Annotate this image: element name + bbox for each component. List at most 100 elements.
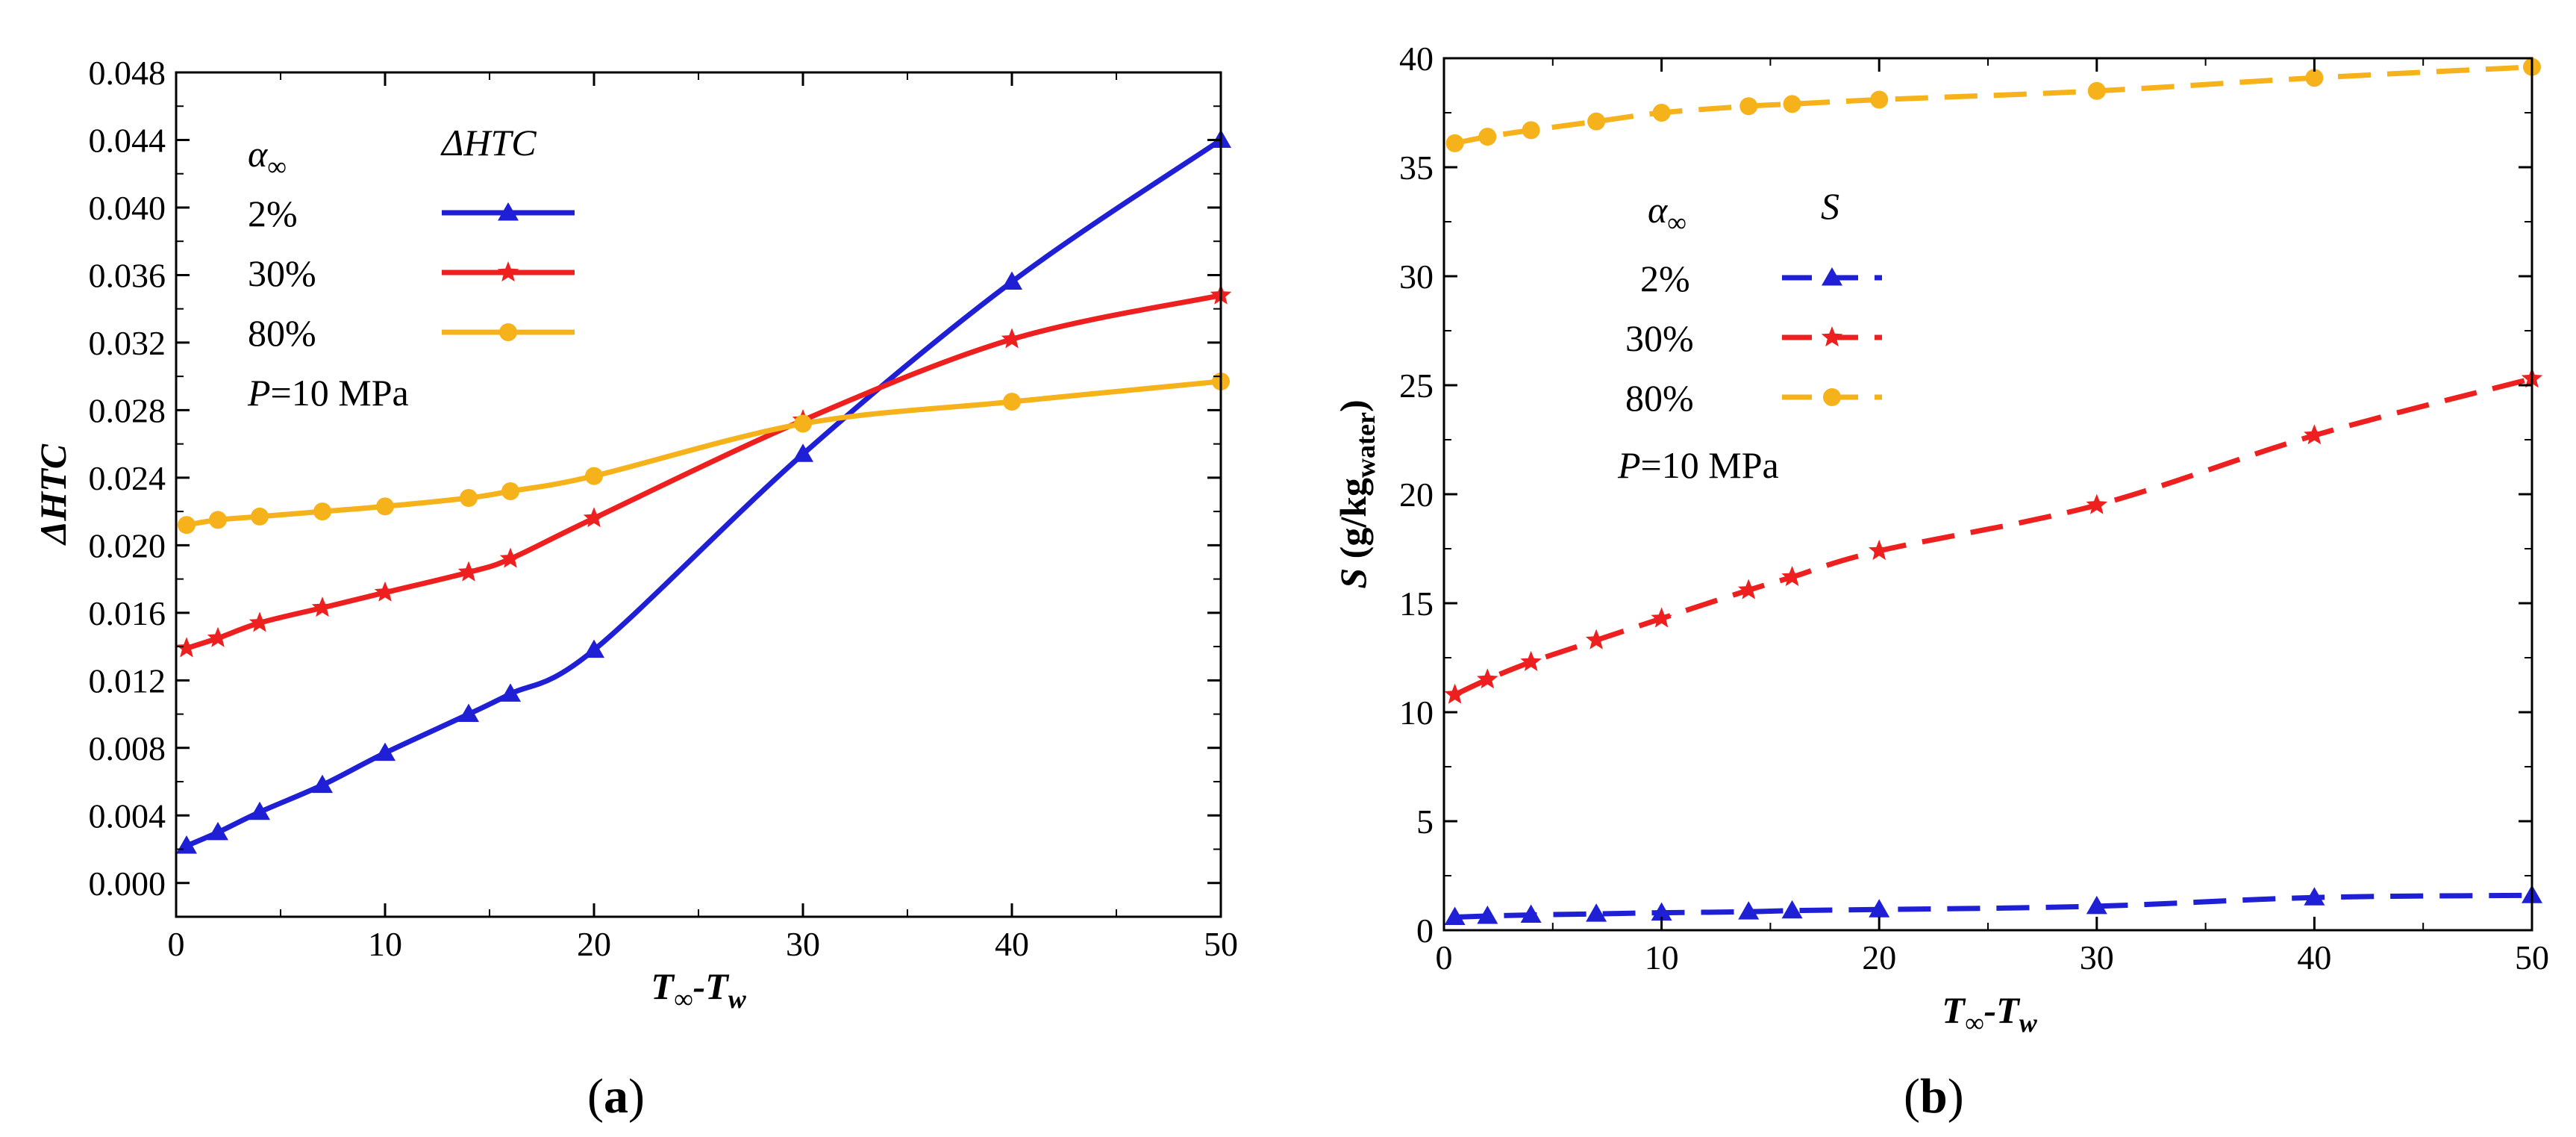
panel-a-data-point-80% [376,497,394,516]
panel-a-x-tick-label: 20 [577,925,611,963]
panel-a-legend-swatch-marker-30% [497,261,519,282]
panel-b-y-tick-label: 20 [1399,476,1434,514]
panel-a-y-tick-label: 0.004 [89,797,166,835]
panel-b-legend-swatch-marker-30% [1821,326,1843,347]
panel-a-data-point-2% [207,821,228,841]
panel-b-data-point-30% [1738,579,1760,599]
panel-a-legend-entry-label: 2% [248,193,298,234]
panel-b-data-point-80% [1652,104,1671,122]
panel-b-data-point-80% [1522,121,1540,140]
panel-b-data-point-80% [1587,112,1606,131]
panel-a-data-point-2% [1001,271,1022,290]
panel-b-x-tick-label: 50 [2515,938,2549,976]
panel-a-data-point-30% [207,626,229,647]
panel-a-data-point-80% [178,516,196,535]
panel-a-legend-swatch-marker-2% [498,202,519,221]
panel-a-data-point-2% [375,742,396,761]
panel-a-legend-swatches [442,202,575,341]
panel-a-y-tick-label: 0.012 [89,661,166,700]
panel-a-data-point-80% [209,511,227,529]
panel-a-data-point-80% [501,482,519,500]
panel-b-y-tick-label: 15 [1399,585,1434,623]
panel-b-data-point-30% [1781,566,1803,587]
panel-b-y-tick-label: 5 [1416,803,1434,841]
panel-b-legend-entry-label: 30% [1625,317,1694,359]
panel-b-data-point-2% [1444,906,1466,925]
panel-b-data-point-80% [1478,128,1497,146]
panel-b-series-line-2% [1454,892,2533,920]
panel-a-series-line-30% [185,293,1222,651]
panel-a-data-point-30% [374,581,396,602]
panel-b-data-point-30% [2304,424,2325,445]
panel-b-y-tick-label: 25 [1399,367,1434,405]
panel-a-data-point-80% [460,489,478,508]
panel-a-x-tick-label: 0 [168,925,185,963]
panel-a-chart: 0 10 20 30 40 50 0.000 0.004 0.008 0.012 0.016 0.02… [32,54,1238,1124]
panel-b-y-tick-label: 30 [1399,258,1434,296]
panel-a-label: (a) [587,1069,645,1124]
panel-a-data-point-2% [312,774,333,794]
panel-a-data-point-80% [794,414,812,433]
panel-a-y-tick-label: 0.036 [89,256,166,294]
panel-b-data-point-80% [1739,97,1758,116]
panel-b-data-point-2% [1869,899,1890,918]
panel-b-legend-swatch-marker-80% [1823,388,1841,406]
panel-b-legend-entry-label: 80% [1625,377,1694,419]
panel-b-data-point-80% [1445,134,1464,152]
panel-b-label: (b) [1904,1069,1964,1124]
panel-a-series-layer [175,129,1232,854]
panel-b-data-point-30% [1477,668,1498,689]
panel-a-y-tick-label: 0.020 [89,526,166,564]
panel-b-x-tick-label: 10 [1645,938,1679,976]
panel-a-legend-entry-label: 30% [248,252,316,294]
panel-b-y-tick-label: 35 [1399,149,1434,187]
panel-b-data-point-30% [1868,539,1890,561]
panel-b-y-tick-label: 40 [1399,40,1434,78]
panel-b-pressure-variable: P [1617,444,1641,486]
panel-a-y-tick-label: 0.044 [89,121,166,159]
panel-a-data-point-30% [499,547,522,568]
panel-b-data-point-2% [1651,902,1672,921]
panel-a-y-axis-label: ΔHTC [32,443,74,546]
panel-b-legend-swatch-marker-2% [1822,267,1842,286]
panel-a-y-tick-label: 0.028 [89,391,166,429]
panel-b-y-tick-label: 10 [1399,694,1434,732]
panel-a-data-point-30% [175,637,198,658]
panel-b-data-point-30% [1651,607,1672,628]
panel-b-series-line-30% [1454,376,2533,697]
panel-a-data-point-30% [583,507,605,528]
panel-a-y-tick-label: 0.040 [89,189,166,227]
panel-a-data-point-80% [1003,393,1021,411]
panel-b-data-point-2% [1781,900,1803,919]
panel-b-data-point-2% [1520,904,1542,923]
panel-a-x-tick-label: 10 [368,925,402,963]
panel-b-data-point-2% [1477,906,1498,924]
panel-a-legend-pressure: P=10 MPa [247,372,409,414]
panel-a-y-tick-label: 0.000 [89,865,166,903]
panel-b-data-point-30% [2086,493,2108,514]
panel-a-legend-swatch-marker-80% [499,323,517,341]
panel-b-data-point-2% [2304,887,2325,906]
panel-a-data-point-30% [248,611,271,632]
panel-b-data-point-80% [1783,95,1801,113]
panel-b-plot-frame [1442,57,2533,932]
panel-b-chart: 0 10 20 30 40 50 0 5 10 15 20 25 30 35 40 S (g/kgwater… [1332,40,2549,1124]
panel-a-data-point-80% [313,502,331,521]
panel-a-data-point-80% [585,467,603,485]
panel-b-x-tick-label: 20 [1862,938,1896,976]
panel-a-data-point-2% [458,703,479,723]
panel-b-data-point-80% [2305,69,2324,87]
panel-a-pressure-variable: P [247,372,271,414]
panel-b-legend: α∞ S 2% 30% 80% P=10 MPa [1617,185,1882,486]
panel-a-y-tick-label: 0.008 [89,729,166,767]
panel-a-y-tick-label: 0.016 [89,594,166,632]
panel-a-x-tick-label: 30 [786,925,820,963]
panel-a-legend: α∞ ΔHTC 2% 30% 80% P=10 MPa [247,122,575,414]
panel-b-data-point-30% [1444,683,1466,704]
panel-b-series-layer [1444,57,2543,925]
panel-b-pressure-value: =10 MPa [1641,444,1779,486]
panel-b-legend-header-alpha: α∞ [1648,189,1686,237]
panel-b-series-line-80% [1454,64,2533,146]
panel-a-x-tick-label: 40 [995,925,1029,963]
panel-a-data-point-30% [1001,328,1023,349]
